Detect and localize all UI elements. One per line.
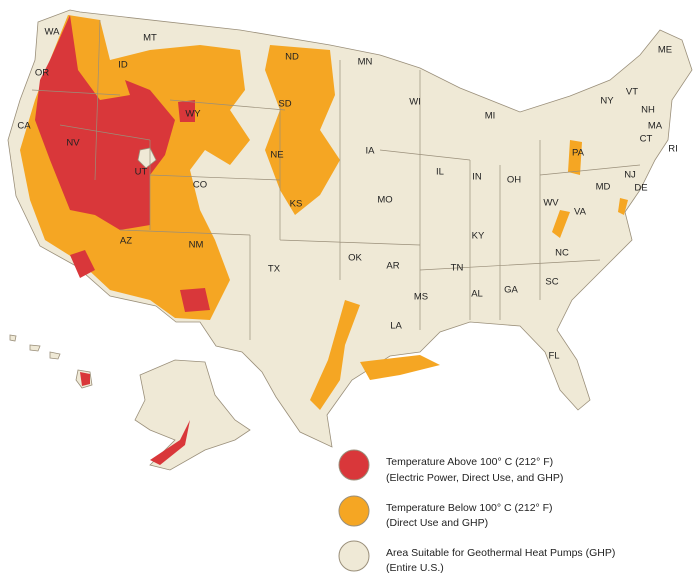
warm-east	[552, 140, 628, 238]
state-label: NV	[66, 138, 80, 149]
state-label: MT	[143, 33, 157, 44]
state-label: SD	[278, 99, 291, 110]
state-label: CO	[193, 180, 207, 191]
hawaii	[9, 334, 93, 389]
legend-swatch	[338, 449, 370, 481]
state-label: LA	[390, 321, 402, 332]
state-label: KS	[290, 199, 303, 210]
state-label: OK	[348, 253, 362, 264]
legend-detail: (Electric Power, Direct Use, and GHP)	[386, 472, 563, 484]
state-label: WV	[543, 198, 559, 209]
state-label: IL	[436, 167, 444, 178]
state-label: NC	[555, 248, 569, 259]
state-label: OR	[35, 68, 49, 79]
state-label: MI	[485, 111, 496, 122]
legend-label: Temperature Below 100° C (212° F)	[386, 502, 553, 514]
state-label: AL	[471, 289, 483, 300]
state-label: MA	[648, 121, 663, 132]
hot-great-basin	[35, 15, 175, 230]
warm-gulf	[310, 300, 440, 410]
state-label: AZ	[120, 236, 132, 247]
warm-plains	[265, 45, 340, 215]
state-label: TN	[451, 263, 464, 274]
legend-detail: (Direct Use and GHP)	[386, 517, 488, 529]
state-label: CA	[17, 121, 31, 132]
state-label: NJ	[624, 170, 636, 181]
state-label: MS	[414, 292, 428, 303]
map	[7, 9, 693, 471]
state-label: NY	[600, 96, 614, 107]
state-label: NE	[270, 150, 283, 161]
state-label: MD	[596, 182, 611, 193]
hot-wyoming	[178, 100, 195, 122]
legend-label: Area Suitable for Geothermal Heat Pumps …	[386, 547, 615, 559]
state-label: IN	[472, 172, 482, 183]
state-label: DE	[634, 183, 647, 194]
state-label: IA	[366, 146, 376, 157]
state-label: AR	[386, 261, 399, 272]
legend-swatch	[338, 495, 370, 527]
state-label: OH	[507, 175, 521, 186]
state-label: WY	[185, 109, 201, 120]
state-label: RI	[668, 144, 678, 155]
state-label: ME	[658, 45, 672, 56]
state-label: TX	[268, 264, 281, 275]
legend-label: Temperature Above 100° C (212° F)	[386, 456, 553, 468]
state-label: MO	[377, 195, 392, 206]
state-label: WA	[45, 27, 61, 38]
state-label: ID	[118, 60, 128, 71]
legend-swatch	[338, 540, 370, 572]
state-label: SC	[545, 277, 558, 288]
state-label: VA	[574, 207, 587, 218]
salt-lake	[137, 147, 157, 169]
state-label: MN	[358, 57, 373, 68]
state-label: WI	[409, 97, 421, 108]
state-label: GA	[504, 285, 518, 296]
hot-misc	[70, 250, 210, 465]
state-label: ND	[285, 52, 299, 63]
alaska	[134, 359, 251, 471]
state-label: PA	[572, 148, 585, 159]
state-label: NM	[189, 240, 204, 251]
state-label: NH	[641, 105, 655, 116]
state-borders	[31, 19, 641, 340]
legend: Temperature Above 100° C (212° F) (Elect…	[338, 449, 615, 574]
state-label: KY	[472, 231, 485, 242]
state-label: CT	[640, 134, 653, 145]
state-label: UT	[135, 167, 148, 178]
state-label: VT	[626, 87, 638, 98]
legend-detail: (Entire U.S.)	[386, 562, 444, 574]
state-label: FL	[548, 351, 559, 362]
